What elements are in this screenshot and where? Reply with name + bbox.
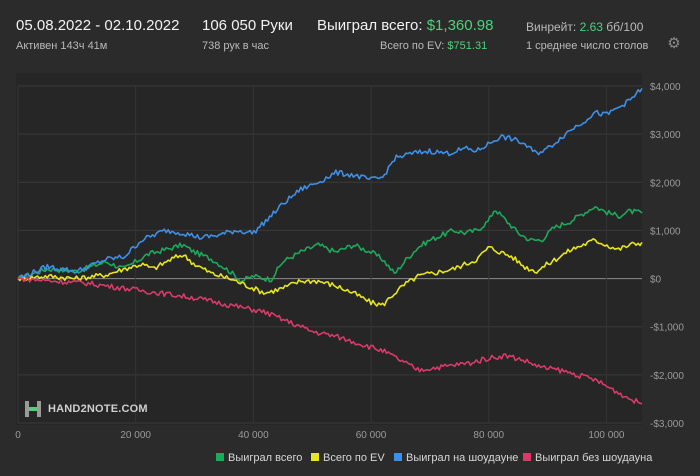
y-tick-label: $1,000 xyxy=(650,226,681,237)
legend-item-won-total[interactable]: Выиграл всего xyxy=(216,452,302,464)
avg-tables: 1 среднее число столов xyxy=(526,40,649,52)
legend-item-won-nonshowdown[interactable]: Выиграл без шоудауна xyxy=(523,452,652,464)
x-tick-label: 100 000 xyxy=(588,430,625,441)
winrate-unit: бб/100 xyxy=(606,20,644,34)
legend-swatch xyxy=(523,453,531,461)
winrate-value: 2.63 xyxy=(579,20,603,34)
ev-total: Всего по EV: $751.31 xyxy=(380,40,487,52)
winrate: Винрейт: 2.63 бб/100 xyxy=(526,20,643,34)
legend-label: Выиграл без шоудауна xyxy=(535,452,653,464)
x-tick-label: 0 xyxy=(15,430,21,441)
winrate-label: Винрейт: xyxy=(526,20,577,34)
legend-label: Всего по EV xyxy=(323,452,385,464)
x-tick-label: 80 000 xyxy=(473,430,504,441)
period-range: 05.08.2022 - 02.10.2022 xyxy=(16,17,180,34)
ev-total-value: $751.31 xyxy=(447,40,488,52)
y-tick-label: $2,000 xyxy=(650,178,681,189)
hands-count: 106 050 Руки xyxy=(202,17,293,34)
legend-item-won-showdown[interactable]: Выиграл на шоудауне xyxy=(394,452,518,464)
chart-legend: Выиграл всего Всего по EV Выиграл на шоу… xyxy=(0,452,700,468)
legend-swatch xyxy=(216,453,224,461)
series-line-3 xyxy=(17,276,643,405)
hand2note-logo-icon xyxy=(25,401,41,417)
won-total: Выиграл всего: $1,360.98 xyxy=(317,17,493,34)
hands-per-hour: 738 рук в час xyxy=(202,40,270,52)
legend-item-ev-total[interactable]: Всего по EV xyxy=(311,452,385,464)
legend-swatch xyxy=(311,453,319,461)
y-tick-label: $4,000 xyxy=(650,82,681,93)
x-tick-label: 40 000 xyxy=(238,430,269,441)
logo-text: HAND2NOTE.COM xyxy=(48,403,148,415)
gear-icon[interactable]: ⚙ xyxy=(667,35,681,52)
y-tick-label: $0 xyxy=(650,275,662,286)
x-tick-label: 20 000 xyxy=(120,430,151,441)
legend-swatch xyxy=(394,453,402,461)
ev-total-label: Всего по EV: xyxy=(380,40,445,52)
series-line-1 xyxy=(17,238,643,307)
won-total-label: Выиграл всего: xyxy=(317,17,423,34)
y-tick-label: -$2,000 xyxy=(650,371,684,382)
y-tick-label: $3,000 xyxy=(650,130,681,141)
series-line-2 xyxy=(17,87,643,280)
y-tick-label: -$3,000 xyxy=(650,419,684,430)
summary-header: 05.08.2022 - 02.10.2022 Активен 143ч 41м… xyxy=(0,0,700,60)
legend-label: Выиграл на шоудауне xyxy=(406,452,519,464)
y-tick-label: -$1,000 xyxy=(650,323,684,334)
won-total-value: $1,360.98 xyxy=(426,17,494,34)
x-tick-label: 60 000 xyxy=(356,430,387,441)
series-line-0 xyxy=(17,206,643,284)
active-time: Активен 143ч 41м xyxy=(16,40,108,52)
legend-label: Выиграл всего xyxy=(228,452,303,464)
